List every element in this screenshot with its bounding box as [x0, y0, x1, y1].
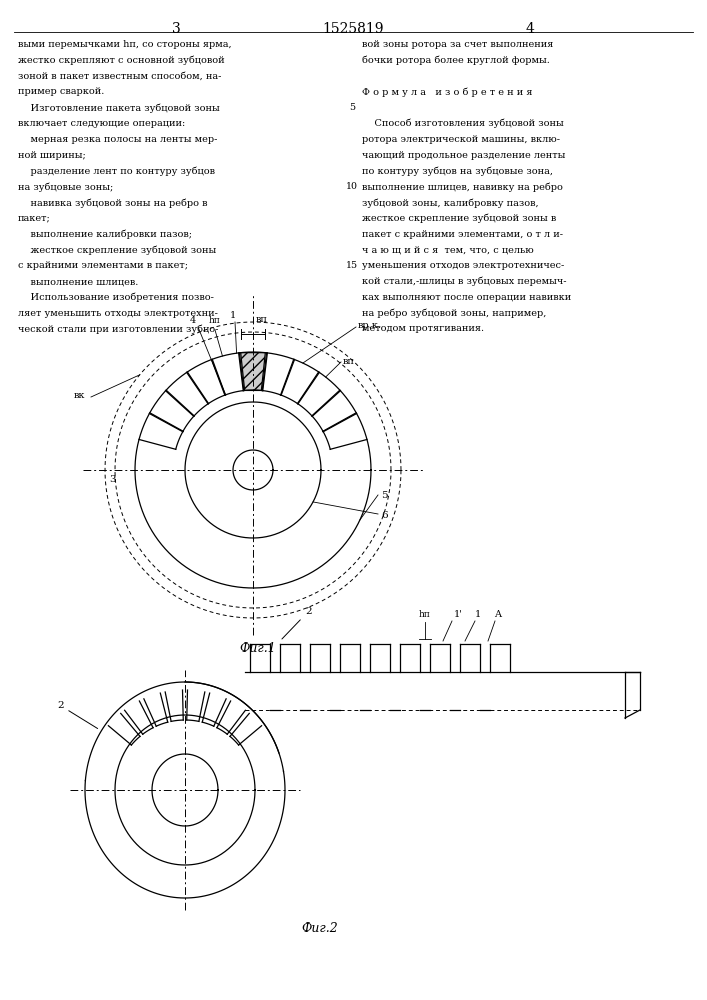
Text: на ребро зубцовой зоны, например,: на ребро зубцовой зоны, например,	[362, 309, 547, 318]
Text: навивка зубцовой зоны на ребро в: навивка зубцовой зоны на ребро в	[18, 198, 207, 208]
Text: 3: 3	[110, 476, 117, 485]
Text: 10: 10	[346, 182, 358, 191]
Text: бочки ротора более круглой формы.: бочки ротора более круглой формы.	[362, 56, 550, 65]
Text: выполнение калибровки пазов;: выполнение калибровки пазов;	[18, 230, 192, 239]
Text: 1: 1	[230, 311, 236, 320]
Text: вк: вк	[74, 390, 85, 399]
Text: ляет уменьшить отходы электротехни-: ляет уменьшить отходы электротехни-	[18, 309, 218, 318]
Text: жесткое скрепление зубцовой зоны: жесткое скрепление зубцовой зоны	[18, 245, 216, 255]
Text: Фиг.2: Фиг.2	[302, 922, 339, 935]
Text: 2: 2	[282, 607, 312, 639]
Text: 15: 15	[346, 261, 358, 270]
Text: включает следующие операции:: включает следующие операции:	[18, 119, 185, 128]
Text: мерная резка полосы на ленты мер-: мерная резка полосы на ленты мер-	[18, 135, 217, 144]
Text: разделение лент по контуру зубцов: разделение лент по контуру зубцов	[18, 166, 215, 176]
Text: зубцовой зоны, калибровку пазов,: зубцовой зоны, калибровку пазов,	[362, 198, 539, 208]
Text: A: A	[494, 610, 501, 619]
Text: ротора электрической машины, вклю-: ротора электрической машины, вклю-	[362, 135, 560, 144]
Text: методом протягивания.: методом протягивания.	[362, 324, 484, 333]
Text: чающий продольное разделение ленты: чающий продольное разделение ленты	[362, 151, 566, 160]
Text: выполнение шлицев.: выполнение шлицев.	[18, 277, 139, 286]
Text: hп: hп	[209, 316, 221, 325]
Text: на зубцовые зоны;: на зубцовые зоны;	[18, 182, 113, 192]
Text: 4: 4	[190, 316, 196, 325]
Text: с крайними элементами в пакет;: с крайними элементами в пакет;	[18, 261, 188, 270]
Text: пример сваркой.: пример сваркой.	[18, 87, 105, 96]
Text: ческой стали при изготовлении зубцо-: ческой стали при изготовлении зубцо-	[18, 324, 218, 334]
Text: выми перемычками hп, со стороны ярма,: выми перемычками hп, со стороны ярма,	[18, 40, 232, 49]
Text: вп: вп	[256, 315, 268, 324]
Text: пакет;: пакет;	[18, 214, 51, 223]
Text: Фиг.1: Фиг.1	[240, 642, 276, 655]
Text: выполнение шлицев, навивку на ребро: выполнение шлицев, навивку на ребро	[362, 182, 563, 192]
Polygon shape	[240, 353, 265, 390]
Text: вой зоны ротора за счет выполнения: вой зоны ротора за счет выполнения	[362, 40, 554, 49]
Text: 2: 2	[57, 701, 98, 729]
Text: ной ширины;: ной ширины;	[18, 151, 86, 160]
Text: вп: вп	[343, 358, 355, 366]
Text: Способ изготовления зубцовой зоны: Способ изготовления зубцовой зоны	[362, 119, 563, 128]
Text: кой стали,‑шлицы в зубцовых перемыч-: кой стали,‑шлицы в зубцовых перемыч-	[362, 277, 566, 286]
Text: жесткое скрепление зубцовой зоны в: жесткое скрепление зубцовой зоны в	[362, 214, 556, 223]
Text: уменьшения отходов электротехничес-: уменьшения отходов электротехничес-	[362, 261, 564, 270]
Text: 5: 5	[349, 103, 355, 112]
Text: 5: 5	[381, 490, 387, 499]
Text: зоной в пакет известным способом, на-: зоной в пакет известным способом, на-	[18, 72, 221, 81]
Text: 1525819: 1525819	[322, 22, 384, 36]
Text: Изготовление пакета зубцовой зоны: Изготовление пакета зубцовой зоны	[18, 103, 220, 113]
Text: жестко скрепляют с основной зубцовой: жестко скрепляют с основной зубцовой	[18, 56, 225, 65]
Text: пакет с крайними элементами, о т л и-: пакет с крайними элементами, о т л и-	[362, 230, 563, 239]
Text: Использование изобретения позво-: Использование изобретения позво-	[18, 293, 214, 302]
Text: вр.к.: вр.к.	[358, 320, 382, 330]
Text: 6: 6	[381, 510, 387, 520]
Text: hп: hп	[419, 610, 431, 619]
Text: 1: 1	[475, 610, 481, 619]
Text: по контуру зубцов на зубцовые зона,: по контуру зубцов на зубцовые зона,	[362, 166, 553, 176]
Text: 3: 3	[172, 22, 180, 36]
Text: ч а ю щ и й с я  тем, что, с целью: ч а ю щ и й с я тем, что, с целью	[362, 245, 534, 254]
Text: 4: 4	[525, 22, 534, 36]
Text: ках выполняют после операции навивки: ках выполняют после операции навивки	[362, 293, 571, 302]
Text: 1': 1'	[453, 610, 462, 619]
Text: Ф о р м у л а   и з о б р е т е н и я: Ф о р м у л а и з о б р е т е н и я	[362, 87, 532, 97]
